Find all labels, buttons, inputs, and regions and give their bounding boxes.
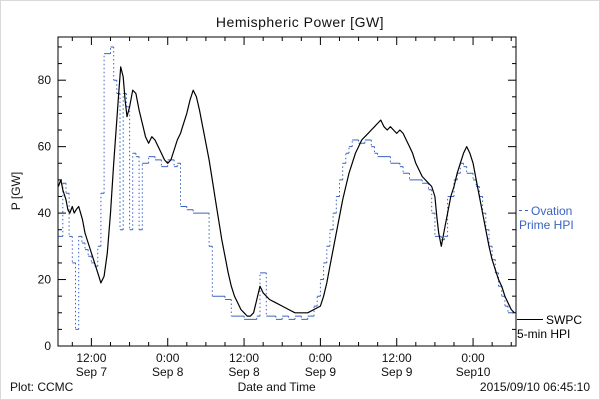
y-tick-label: 60 bbox=[38, 140, 52, 154]
plot-border bbox=[57, 36, 517, 347]
x-tick-label: 0:00 bbox=[309, 351, 333, 365]
legend-ovation-name: Ovation bbox=[531, 204, 573, 218]
x-tick-sublabel: Sep 9 bbox=[381, 365, 413, 379]
y-tick-label: 20 bbox=[38, 273, 52, 287]
x-tick-sublabel: Sep10 bbox=[456, 365, 491, 379]
footer-row: Plot: CCMC Date and Time 2015/09/10 06:4… bbox=[1, 380, 599, 394]
ovation-line-sample-icon bbox=[519, 210, 528, 212]
series-ovation-prime-hpi-steps bbox=[62, 47, 509, 330]
x-tick-sublabel: Sep 9 bbox=[305, 365, 337, 379]
x-tick-sublabel: Sep 8 bbox=[228, 365, 260, 379]
series-ovation-prime-hpi bbox=[58, 46, 515, 330]
y-tick-label: 80 bbox=[38, 73, 52, 87]
x-tick-sublabel: Sep 8 bbox=[152, 365, 184, 379]
x-tick-label: 12:00 bbox=[229, 351, 259, 365]
swpc-line-sample-icon bbox=[517, 319, 543, 321]
y-tick-label: 0 bbox=[44, 339, 51, 353]
plot-timestamp: 2015/09/10 06:45:10 bbox=[479, 380, 590, 394]
x-axis-label: Date and Time bbox=[237, 380, 316, 394]
legend-swpc: SWPC 5-min HPI bbox=[517, 313, 582, 341]
chart-title: Hemispheric Power [GW] bbox=[215, 14, 385, 30]
legend-ovation: Ovation Prime HPI bbox=[519, 204, 574, 232]
plot-credit: Plot: CCMC bbox=[10, 380, 74, 394]
x-tick-label: 0:00 bbox=[461, 351, 485, 365]
legend-ovation-name2: Prime HPI bbox=[519, 218, 574, 232]
x-tick-label: 12:00 bbox=[76, 351, 106, 365]
legend-swpc-name: SWPC bbox=[546, 313, 582, 327]
series-swpc-5-min-hpi bbox=[57, 66, 515, 317]
x-tick-label: 0:00 bbox=[156, 351, 180, 365]
x-tick-sublabel: Sep 7 bbox=[76, 365, 108, 379]
legend-swpc-name2: 5-min HPI bbox=[517, 327, 571, 341]
x-tick-label: 12:00 bbox=[382, 351, 412, 365]
y-tick-label: 40 bbox=[38, 206, 52, 220]
